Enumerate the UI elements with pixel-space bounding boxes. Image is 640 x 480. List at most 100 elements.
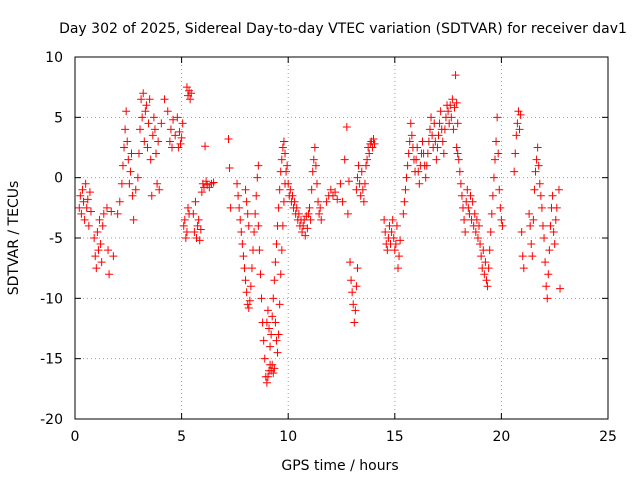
data-point [531,167,540,176]
data-point [85,188,94,197]
data-point [193,221,202,230]
data-point [242,197,251,206]
data-point [236,215,245,224]
data-point [528,252,537,261]
data-point [480,270,489,279]
data-point [346,258,355,267]
data-point [134,149,143,158]
data-point [155,185,164,194]
data-point [262,378,271,387]
data-point [435,119,444,128]
data-point [353,264,362,273]
data-point [93,227,102,236]
data-point [152,149,161,158]
data-point [546,221,555,230]
data-point [543,294,552,303]
data-point [316,203,325,212]
data-point [154,137,163,146]
data-point [113,209,122,218]
data-point [267,330,276,339]
data-point [491,155,500,164]
data-point [461,227,470,236]
data-point [312,179,321,188]
data-point [202,177,211,186]
data-point [91,252,100,261]
data-point [310,143,319,152]
data-point [257,294,266,303]
data-point [90,234,99,242]
data-point [260,354,269,363]
data-point [138,113,147,122]
y-tick-label: -5 [49,231,63,247]
data-point [120,143,129,152]
data-point [414,167,423,176]
data-point [195,236,204,245]
data-point [305,203,314,212]
data-point [276,270,285,279]
data-point [294,209,303,218]
data-point [256,270,265,279]
data-point [413,143,422,152]
data-point [118,161,127,170]
data-point [279,197,288,206]
data-point [182,83,191,92]
data-point [445,119,454,128]
data-point [279,137,288,146]
data-point [269,369,278,378]
data-point [440,125,449,134]
data-point [262,318,271,327]
data-point [530,185,539,194]
data-point [102,203,111,212]
data-point [186,95,195,104]
data-point [107,207,116,216]
data-point [290,197,299,206]
data-point [517,227,526,236]
data-point [122,107,131,116]
data-point [309,155,318,164]
data-point [534,161,543,170]
data-point [191,197,200,206]
data-point [224,135,233,144]
data-point [556,284,565,293]
data-point [139,89,148,98]
data-point [165,137,174,146]
data-point [514,107,523,116]
data-point [526,221,535,230]
data-point [174,143,183,152]
data-point [360,179,369,188]
data-point [498,221,507,230]
data-point [322,197,331,206]
data-point [483,282,492,291]
data-point [342,122,351,131]
data-point [189,209,198,218]
data-point [434,131,443,140]
data-point [399,209,408,218]
data-point [273,348,282,357]
y-tick-label: -20 [40,412,63,428]
data-point [243,300,252,309]
data-point [457,191,466,200]
data-point [540,234,549,242]
data-point [306,215,315,224]
x-tick-label: 5 [177,429,186,445]
data-point [425,125,434,134]
data-point [497,215,506,224]
data-point [453,119,462,128]
data-point [525,209,534,218]
data-point [475,221,484,230]
data-point [473,234,482,242]
data-point [448,95,457,104]
data-point [146,155,155,164]
data-point [431,137,440,146]
data-point [422,161,431,170]
data-point [252,191,261,200]
data-point [407,131,416,140]
data-point [268,312,277,321]
data-point [551,215,560,224]
data-point [317,215,326,224]
data-point [95,215,104,224]
data-point [365,149,374,158]
data-point [86,207,95,216]
data-point [246,282,255,291]
